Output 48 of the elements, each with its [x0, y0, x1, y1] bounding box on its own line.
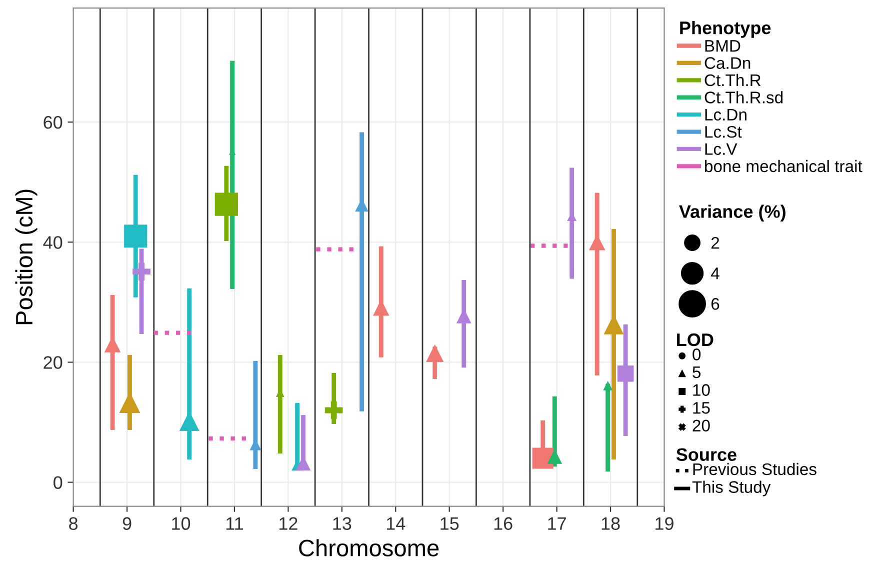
- legend-label: 2: [711, 236, 720, 249]
- point: [532, 448, 554, 469]
- text: Previous Studies: [693, 462, 816, 476]
- x-tick-label: 19: [656, 517, 674, 530]
- legend-label: Ct.Th.R.sd: [704, 91, 783, 104]
- text: LOD: [677, 333, 714, 346]
- y-tick-label: 20: [44, 356, 62, 369]
- x-tick-label: 11: [226, 517, 243, 530]
- text: 5: [692, 366, 701, 378]
- legend-label: 4: [711, 268, 720, 280]
- point: [603, 380, 613, 390]
- text: 20: [692, 420, 710, 432]
- point: [214, 192, 238, 216]
- text: Source: [676, 448, 736, 461]
- text: This Study: [692, 480, 771, 496]
- text: 0: [692, 348, 701, 360]
- legend-title: Phenotype: [680, 21, 771, 38]
- legend-label: Ca.Dn: [704, 57, 750, 69]
- text: 15: [693, 402, 710, 414]
- legend-label: Lc.V: [705, 143, 738, 155]
- point: [124, 224, 148, 248]
- y-axis-title: Position (cM): [15, 190, 38, 324]
- x-axis-title: Chromosome: [299, 539, 439, 556]
- legend-label: Lc.St: [705, 126, 742, 138]
- x-tick-label: 18: [602, 517, 620, 530]
- y-tick-label: 0: [54, 476, 62, 489]
- y-tick-label: 40: [43, 236, 62, 249]
- x-tick-label: 8: [69, 517, 78, 530]
- point: [132, 262, 150, 280]
- text: Variance (%): [679, 204, 786, 222]
- legend-label: BMD: [705, 40, 740, 52]
- text: 10: [693, 384, 710, 396]
- x-tick-label: 9: [122, 517, 132, 530]
- legend-label: bone mechanical trait: [705, 160, 862, 172]
- x-tick-label: 14: [386, 517, 406, 530]
- point: [324, 401, 343, 420]
- y-tick-label: 60: [44, 116, 62, 129]
- x-tick-label: 12: [280, 517, 298, 530]
- legend-label: Ct.Th.R: [704, 74, 761, 86]
- x-tick-label: 10: [172, 517, 190, 530]
- legend-label: Lc.Dn: [705, 108, 746, 121]
- x-tick-label: 17: [548, 517, 566, 530]
- legend-label: 6: [711, 298, 720, 310]
- x-tick-label: 13: [333, 517, 352, 530]
- point: [426, 344, 444, 362]
- x-tick-label: 16: [494, 517, 512, 530]
- x-tick-label: 15: [440, 517, 459, 530]
- point: [617, 365, 634, 382]
